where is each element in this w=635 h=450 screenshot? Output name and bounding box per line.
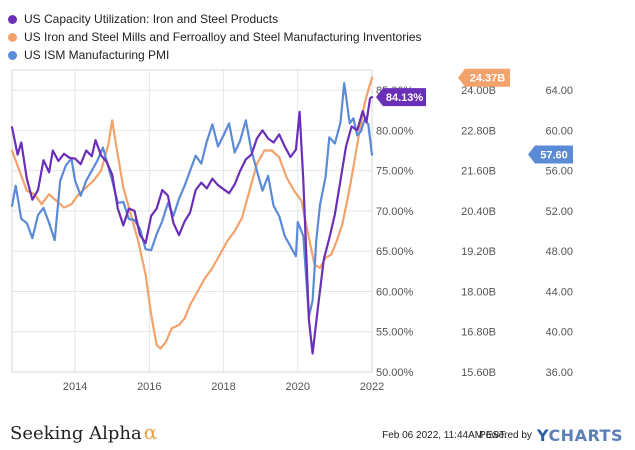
inventories-tick-label: 22.80B [461,125,496,137]
x-tick-label: 2022 [360,381,384,393]
alpha-icon: α [143,420,158,444]
capacity-tick-label: 55.00% [376,327,414,339]
x-axis-ticks: 2014 2016 2018 2020 2022 [63,381,384,393]
legend-label-capacity: US Capacity Utilization: Iron and Steel … [24,12,279,26]
x-tick-label: 2014 [63,381,87,393]
legend-dot-capacity [8,14,17,24]
inventories-tick-label: 20.40B [461,206,496,218]
powered-by-label: Powered by [479,430,532,441]
chart-footer: Seeking Alpha α Feb 06 2022, 11:44AM EST.… [0,410,635,450]
pmi-tick-label: 40.00 [545,327,573,339]
inventories-tick-label: 21.60B [461,166,496,178]
series-line-capacity [10,96,374,355]
capacity-tick-label: 75.00% [376,166,414,178]
legend-dot-inventories [8,32,17,42]
brand-name: Seeking Alpha [10,423,142,444]
legend-item-inventories[interactable]: US Iron and Steel Mills and Ferroalloy a… [8,28,422,46]
legend-dot-pmi [8,50,17,60]
inventories-axis-ticks: 24.00B 22.80B 21.60B 20.40B 19.20B 18.00B 16.8… [461,85,496,379]
last-value-badge-capacity [376,88,426,107]
powered-by[interactable]: Powered by YCHARTS [479,426,623,445]
legend-label-pmi: US ISM Manufacturing PMI [24,48,170,62]
timestamp: Feb 06 2022, 11:44AM EST. [382,430,507,441]
pmi-axis-ticks: 64.00 60.00 56.00 52.00 48.00 44.00 40.00 36.00 [545,85,573,379]
capacity-tick-label: 70.00% [376,206,414,218]
ycharts-logo-y: Y [536,426,549,445]
last-value-badges: 84.13% 24.37B 57.60 [376,68,573,164]
last-value-label-pmi: 57.60 [540,150,568,162]
pmi-tick-label: 36.00 [545,367,573,379]
plot-area-frame [11,69,373,373]
inventories-tick-label: 24.00B [461,85,496,97]
chart-legend: US Capacity Utilization: Iron and Steel … [8,10,422,64]
x-tick-label: 2018 [211,381,235,393]
pmi-tick-label: 64.00 [545,85,573,97]
pmi-tick-label: 56.00 [545,166,573,178]
inventories-tick-label: 15.60B [461,367,496,379]
last-value-badge-pmi [528,145,573,164]
inventories-tick-label: 19.20B [461,246,496,258]
capacity-tick-label: 80.00% [376,125,414,137]
capacity-axis-ticks: 85.00%80.00%75.00%70.00%65.00%60.00%55.0… [376,85,414,379]
series-line-pmi [10,82,374,318]
legend-label-inventories: US Iron and Steel Mills and Ferroalloy a… [24,30,422,44]
ycharts-logo: YCHARTS [537,426,623,445]
chart-lines [10,76,374,355]
seeking-alpha-logo[interactable]: Seeking Alpha α [10,420,157,444]
ycharts-logo-rest: CHARTS [548,426,623,445]
pmi-tick-label: 60.00 [545,125,573,137]
inventories-tick-label: 16.80B [461,327,496,339]
inventories-tick-label: 18.00B [461,286,496,298]
last-value-badge-inventories [458,68,510,87]
pmi-tick-label: 48.00 [545,246,573,258]
last-value-label-capacity: 84.13% [386,92,424,104]
capacity-tick-label: 60.00% [376,286,414,298]
capacity-tick-label: 50.00% [376,367,414,379]
legend-item-pmi[interactable]: US ISM Manufacturing PMI [8,46,422,64]
pmi-tick-label: 44.00 [545,286,573,298]
capacity-tick-label: 65.00% [376,246,414,258]
pmi-tick-label: 52.00 [545,206,573,218]
legend-item-capacity[interactable]: US Capacity Utilization: Iron and Steel … [8,10,422,28]
x-tick-label: 2016 [137,381,161,393]
x-tick-label: 2020 [286,381,310,393]
last-value-label-inventories: 24.37B [470,73,506,85]
